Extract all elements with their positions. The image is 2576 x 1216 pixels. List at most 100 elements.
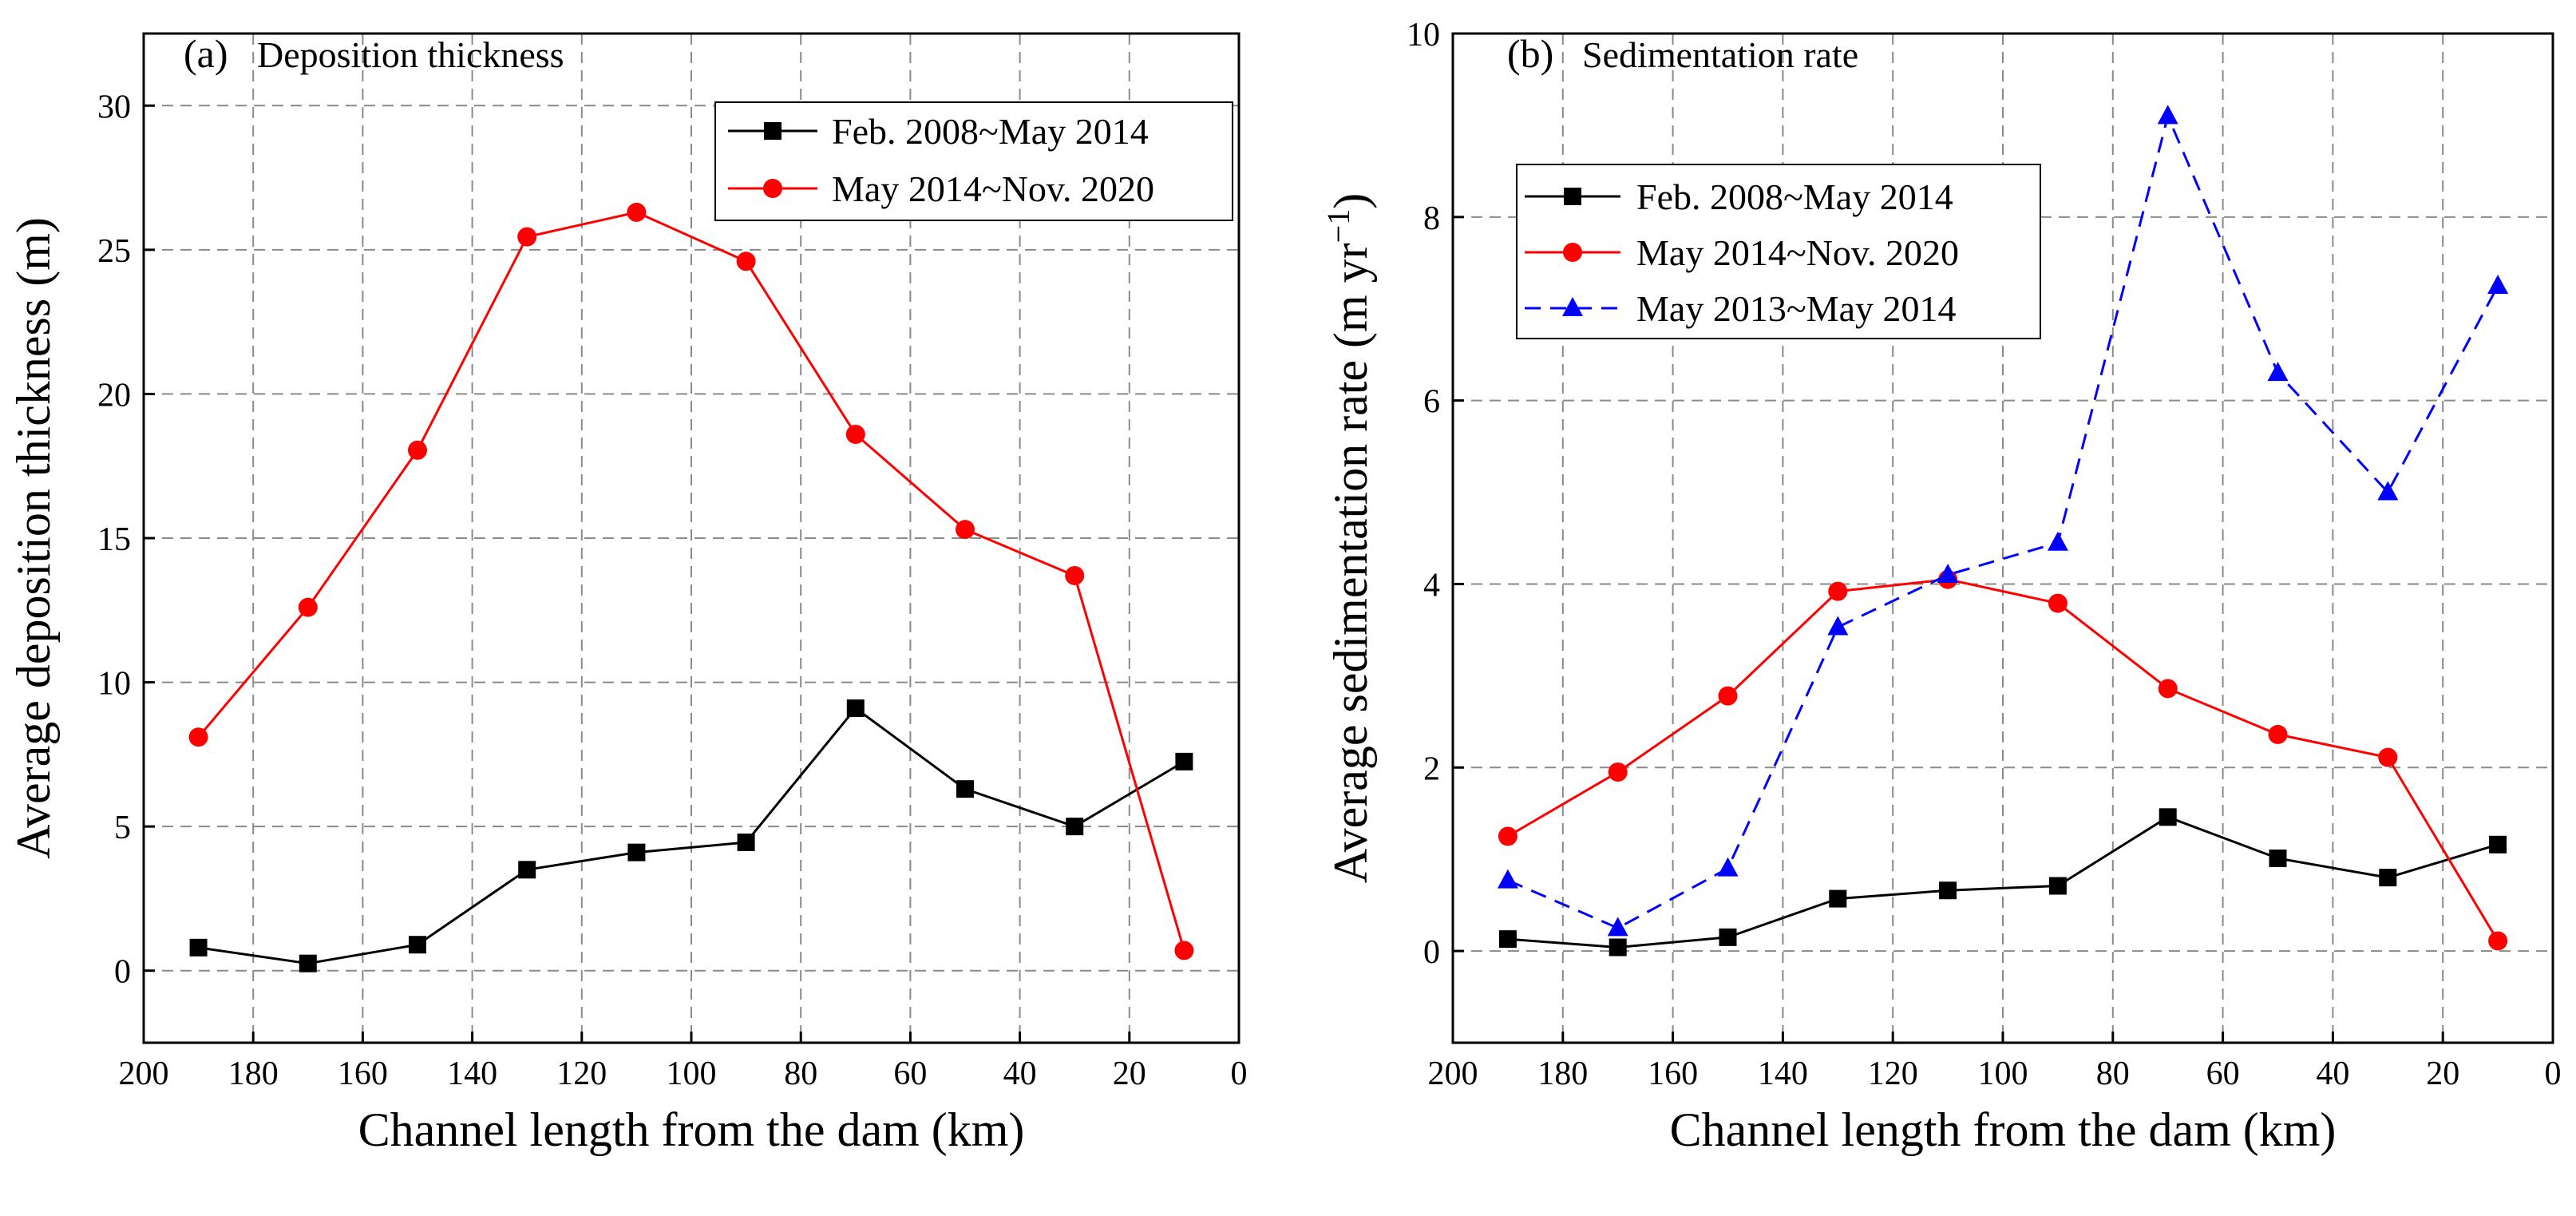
panel-b-series-1-point: [1498, 930, 1517, 949]
panel-b-x-tick-label: 140: [1758, 1056, 1808, 1092]
panel-b-legend-marker-2: [1563, 243, 1582, 262]
panel-a-series: [188, 202, 1194, 972]
panel-b-series-2-point: [1718, 686, 1738, 706]
panel-b-series-2-point: [2488, 931, 2508, 951]
panel-b-series-2-point: [2048, 593, 2068, 613]
panel-a-legend-entry-1: Feb. 2008~May 2014: [728, 111, 1149, 152]
panel-a-y-tick-label: 10: [97, 666, 131, 703]
panel-a-x-tick-label: 40: [1003, 1056, 1037, 1092]
panel-a-y-axis-title: Average deposition thickness (m): [7, 217, 60, 859]
panel-b-series-1-line: [1507, 815, 2499, 949]
panel-b-series-1-point: [2379, 869, 2397, 887]
panel-a-x-tick-label: 20: [1113, 1056, 1146, 1092]
panel-a-x-axis-title: Channel length from the dam (km): [358, 1103, 1025, 1156]
panel-a-series-1-point: [518, 861, 536, 879]
panel-b-y-tick-label: 6: [1423, 384, 1440, 421]
panel-b-y-axis-title-suffix: ): [1324, 193, 1377, 209]
panel-b-series-2-point: [1498, 826, 1518, 846]
panel-b-series-2-point: [2268, 724, 2288, 744]
panel-a-legend-entry-2: May 2014~Nov. 2020: [728, 168, 1154, 209]
panel-b-x-tick-label: 160: [1648, 1056, 1698, 1092]
panel-a-x-tick-label: 100: [667, 1056, 717, 1092]
panel-b-series-3-point: [2047, 531, 2068, 551]
panel-b-x-axis-title: Channel length from the dam (km): [1670, 1103, 2337, 1156]
panel-b-series-3-point: [2267, 362, 2289, 382]
panel-b-series-1-point: [2489, 835, 2507, 854]
panel-a-series-1-point: [189, 938, 208, 957]
panel-b-y-tick-label: 8: [1423, 200, 1440, 237]
panel-b-series-3-point: [2377, 481, 2399, 501]
panel-b-legend-label-3: May 2013~May 2014: [1636, 288, 1957, 329]
panel-b-tag: (b): [1507, 31, 1553, 76]
panel-b-series-2-point: [2378, 747, 2398, 767]
panel-b-y-tick-label: 2: [1423, 751, 1440, 787]
panel-a-legend-label-1: Feb. 2008~May 2014: [832, 111, 1149, 152]
panel-a-series-1-line: [198, 707, 1185, 965]
panel-a-legend-marker-2: [763, 179, 782, 198]
panel-a-y-tick-label: 20: [97, 377, 131, 414]
panel-a-series-1-point: [1175, 752, 1193, 770]
panel-b-x-tick-label: 120: [1868, 1056, 1918, 1092]
panel-a-x-tick-label: 60: [893, 1056, 927, 1092]
panel-a-x-tick-label: 140: [447, 1056, 497, 1092]
panel-a-series-2-point: [408, 440, 427, 460]
panel-b-series-1-point: [2048, 877, 2067, 895]
panel-a-series-1-point: [299, 954, 317, 972]
panel-b-y-axis-title: Average sedimentation rate (m yr−1): [1320, 193, 1377, 883]
panel-b-series-2-line: [1507, 578, 2499, 942]
panel-b-legend-entry-2: May 2014~Nov. 2020: [1525, 232, 1959, 273]
panel-a-series-2-line: [197, 211, 1185, 951]
panel-b-legend-marker-3: [1562, 297, 1583, 316]
panel-b-series-1-point: [1719, 928, 1737, 946]
panel-a-x-tick-label: 120: [556, 1056, 607, 1092]
panel-a-series-2-point: [956, 520, 975, 540]
panel-a-series-2-point: [188, 727, 208, 747]
panel-b-series-1-point: [2269, 850, 2287, 868]
panel-a-series-2-point: [845, 424, 865, 444]
panel-b-series-3-point: [1827, 616, 1849, 636]
panel-a-series-1-point: [627, 843, 646, 861]
panel-b-series-3-point: [2157, 105, 2178, 125]
panel-a-legend-label-2: May 2014~Nov. 2020: [832, 168, 1154, 209]
panel-b-series-3-point: [1607, 917, 1628, 937]
panel-b-series-3-line: [1507, 114, 2499, 929]
panel-b-series: [1497, 105, 2509, 957]
panel-a-y-tick-label: 5: [114, 810, 131, 846]
panel-a-series-1-point: [1066, 818, 1084, 836]
panel-b-y-axis-title-superscript: −1: [1320, 209, 1356, 244]
panel-b-series-3-point: [2487, 275, 2509, 294]
panel-b-series-3-point: [1937, 563, 1959, 583]
panel-b-series-1-point: [1829, 889, 1847, 908]
panel-a-legend-box: [714, 101, 1233, 221]
panel-a-title: Deposition thickness: [257, 34, 564, 75]
panel-a-y-tick-label: 25: [97, 233, 131, 270]
panel-a-series-1-point: [737, 834, 755, 852]
panel-b-x-tick-label: 180: [1537, 1056, 1588, 1092]
panel-b-series-2-point: [1608, 762, 1628, 782]
panel-b-title: Sedimentation rate: [1582, 34, 1858, 75]
panel-b-x-tick-label: 0: [2545, 1056, 2562, 1092]
panel-a-x-tick-label: 0: [1231, 1056, 1248, 1092]
panel-b-legend-entry-3: May 2013~May 2014: [1525, 288, 1957, 329]
panel-a-x-tick-label: 80: [784, 1056, 817, 1092]
panel-a-series-2-point: [517, 227, 537, 247]
panel-b-legend-marker-1: [1564, 188, 1581, 205]
panel-b-x-tick-label: 20: [2426, 1056, 2459, 1092]
panel-a-x-tick-label: 200: [119, 1056, 169, 1092]
panel-a-series-2-point: [1174, 941, 1194, 961]
panel-a-series-2-point: [627, 202, 647, 222]
panel-a: 200 180 160 140 120 100 80 60 40 20 0051015202530 …: [7, 31, 1248, 1156]
panel-b-y-tick-label: 0: [1423, 934, 1440, 971]
panel-a-series-2-point: [298, 597, 318, 617]
panel-b-legend-entry-1: Feb. 2008~May 2014: [1525, 176, 1953, 217]
panel-b-series-3-point: [1717, 857, 1739, 877]
panel-b-series-1-point: [2159, 808, 2177, 826]
panel-a-series-1-point: [846, 699, 865, 718]
panel-b-series-3-point: [1497, 869, 1518, 889]
panel-b-x-tick-label: 80: [2096, 1056, 2130, 1092]
panel-b-series-1-point: [1609, 938, 1627, 957]
panel-b-y-tick-label: 4: [1423, 567, 1440, 604]
panel-b-legend-label-2: May 2014~Nov. 2020: [1636, 232, 1959, 273]
